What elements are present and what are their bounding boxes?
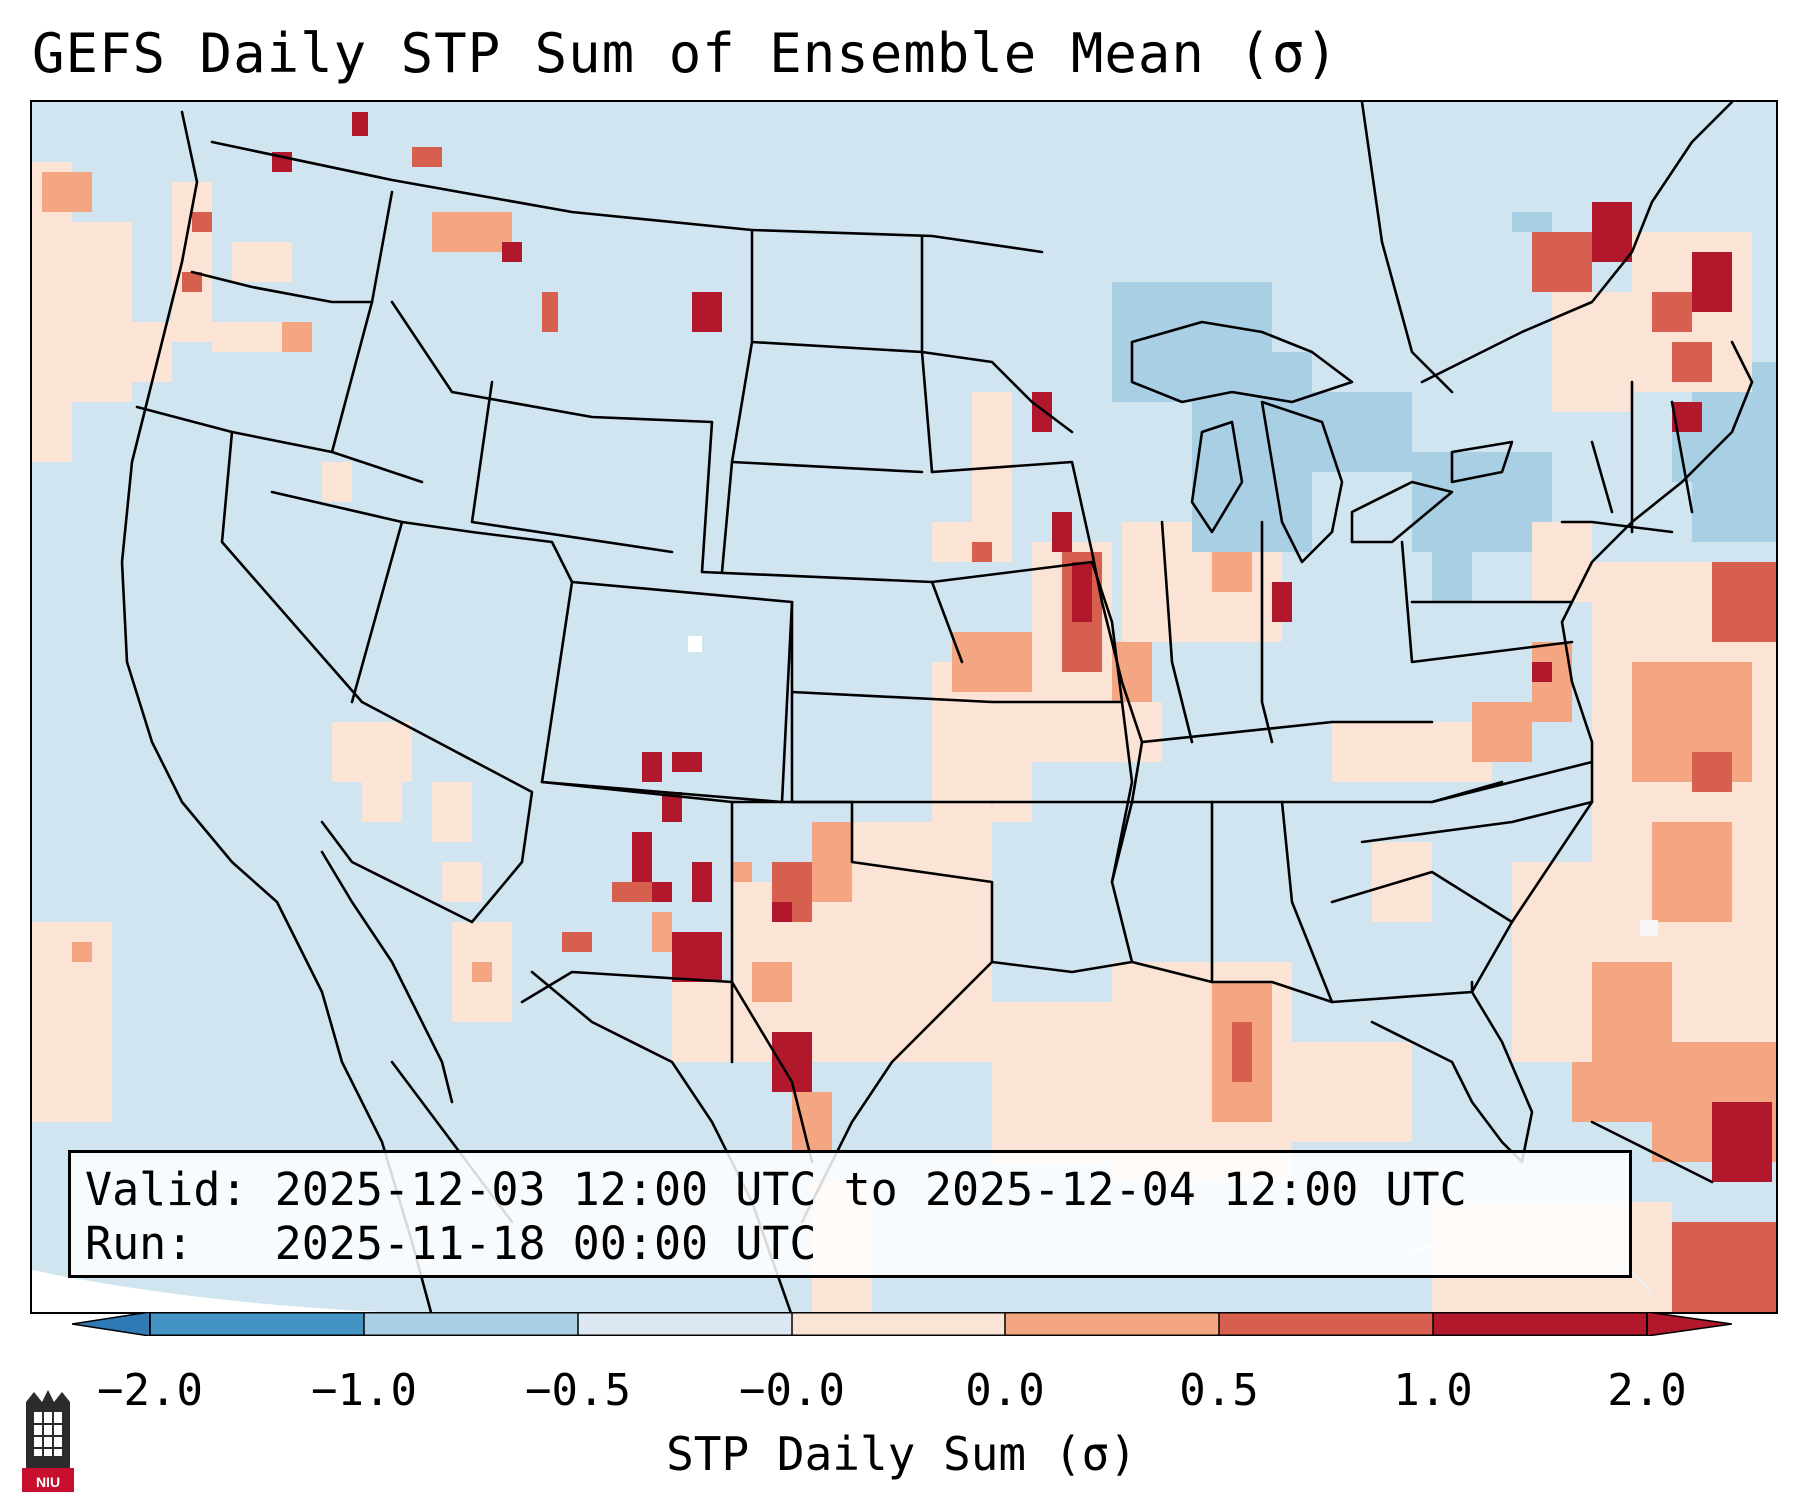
colorbar-segment xyxy=(1005,1312,1219,1336)
colorbar-extend-min xyxy=(72,1312,151,1336)
logo-tower-icon xyxy=(22,1390,74,1492)
colorbar-tick-label: 0.5 xyxy=(1179,1365,1259,1416)
colorbar-label: STP Daily Sum (σ) xyxy=(666,1427,1137,1481)
colorbar-tick-label: −0.0 xyxy=(739,1365,845,1416)
map-panel xyxy=(30,100,1778,1314)
niu-logo: NIU xyxy=(20,1388,76,1494)
colorbar-segment xyxy=(150,1312,364,1336)
colorbar-segment xyxy=(1219,1312,1433,1336)
page-title: GEFS Daily STP Sum of Ensemble Mean (σ) xyxy=(32,22,1339,85)
colorbar-tick-label: 0.0 xyxy=(965,1365,1045,1416)
colorbar-tick-label: −1.0 xyxy=(311,1365,417,1416)
colorbar-tick-label: 2.0 xyxy=(1607,1365,1687,1416)
colorbar-segment xyxy=(364,1312,578,1336)
valid-run-info-box: Valid: 2025-12-03 12:00 UTC to 2025-12-0… xyxy=(68,1150,1632,1278)
projection-edge xyxy=(32,1270,383,1312)
colorbar-segment xyxy=(792,1312,1005,1336)
valid-time-text: Valid: 2025-12-03 12:00 UTC to 2025-12-0… xyxy=(85,1163,1467,1216)
colorbar-extend-max xyxy=(1646,1312,1732,1336)
colorbar-tick-label: 1.0 xyxy=(1393,1365,1473,1416)
colorbar-segment xyxy=(578,1312,792,1336)
logo-text: NIU xyxy=(35,1474,61,1490)
map-canvas xyxy=(32,102,1776,1312)
colorbar-segment xyxy=(1433,1312,1647,1336)
run-time-text: Run: 2025-11-18 00:00 UTC xyxy=(85,1217,817,1270)
state-borders xyxy=(120,102,1754,1312)
colorbar-tick-label: −0.5 xyxy=(525,1365,631,1416)
colorbar-tick-label: −2.0 xyxy=(97,1365,203,1416)
colorbar xyxy=(72,1312,1732,1336)
